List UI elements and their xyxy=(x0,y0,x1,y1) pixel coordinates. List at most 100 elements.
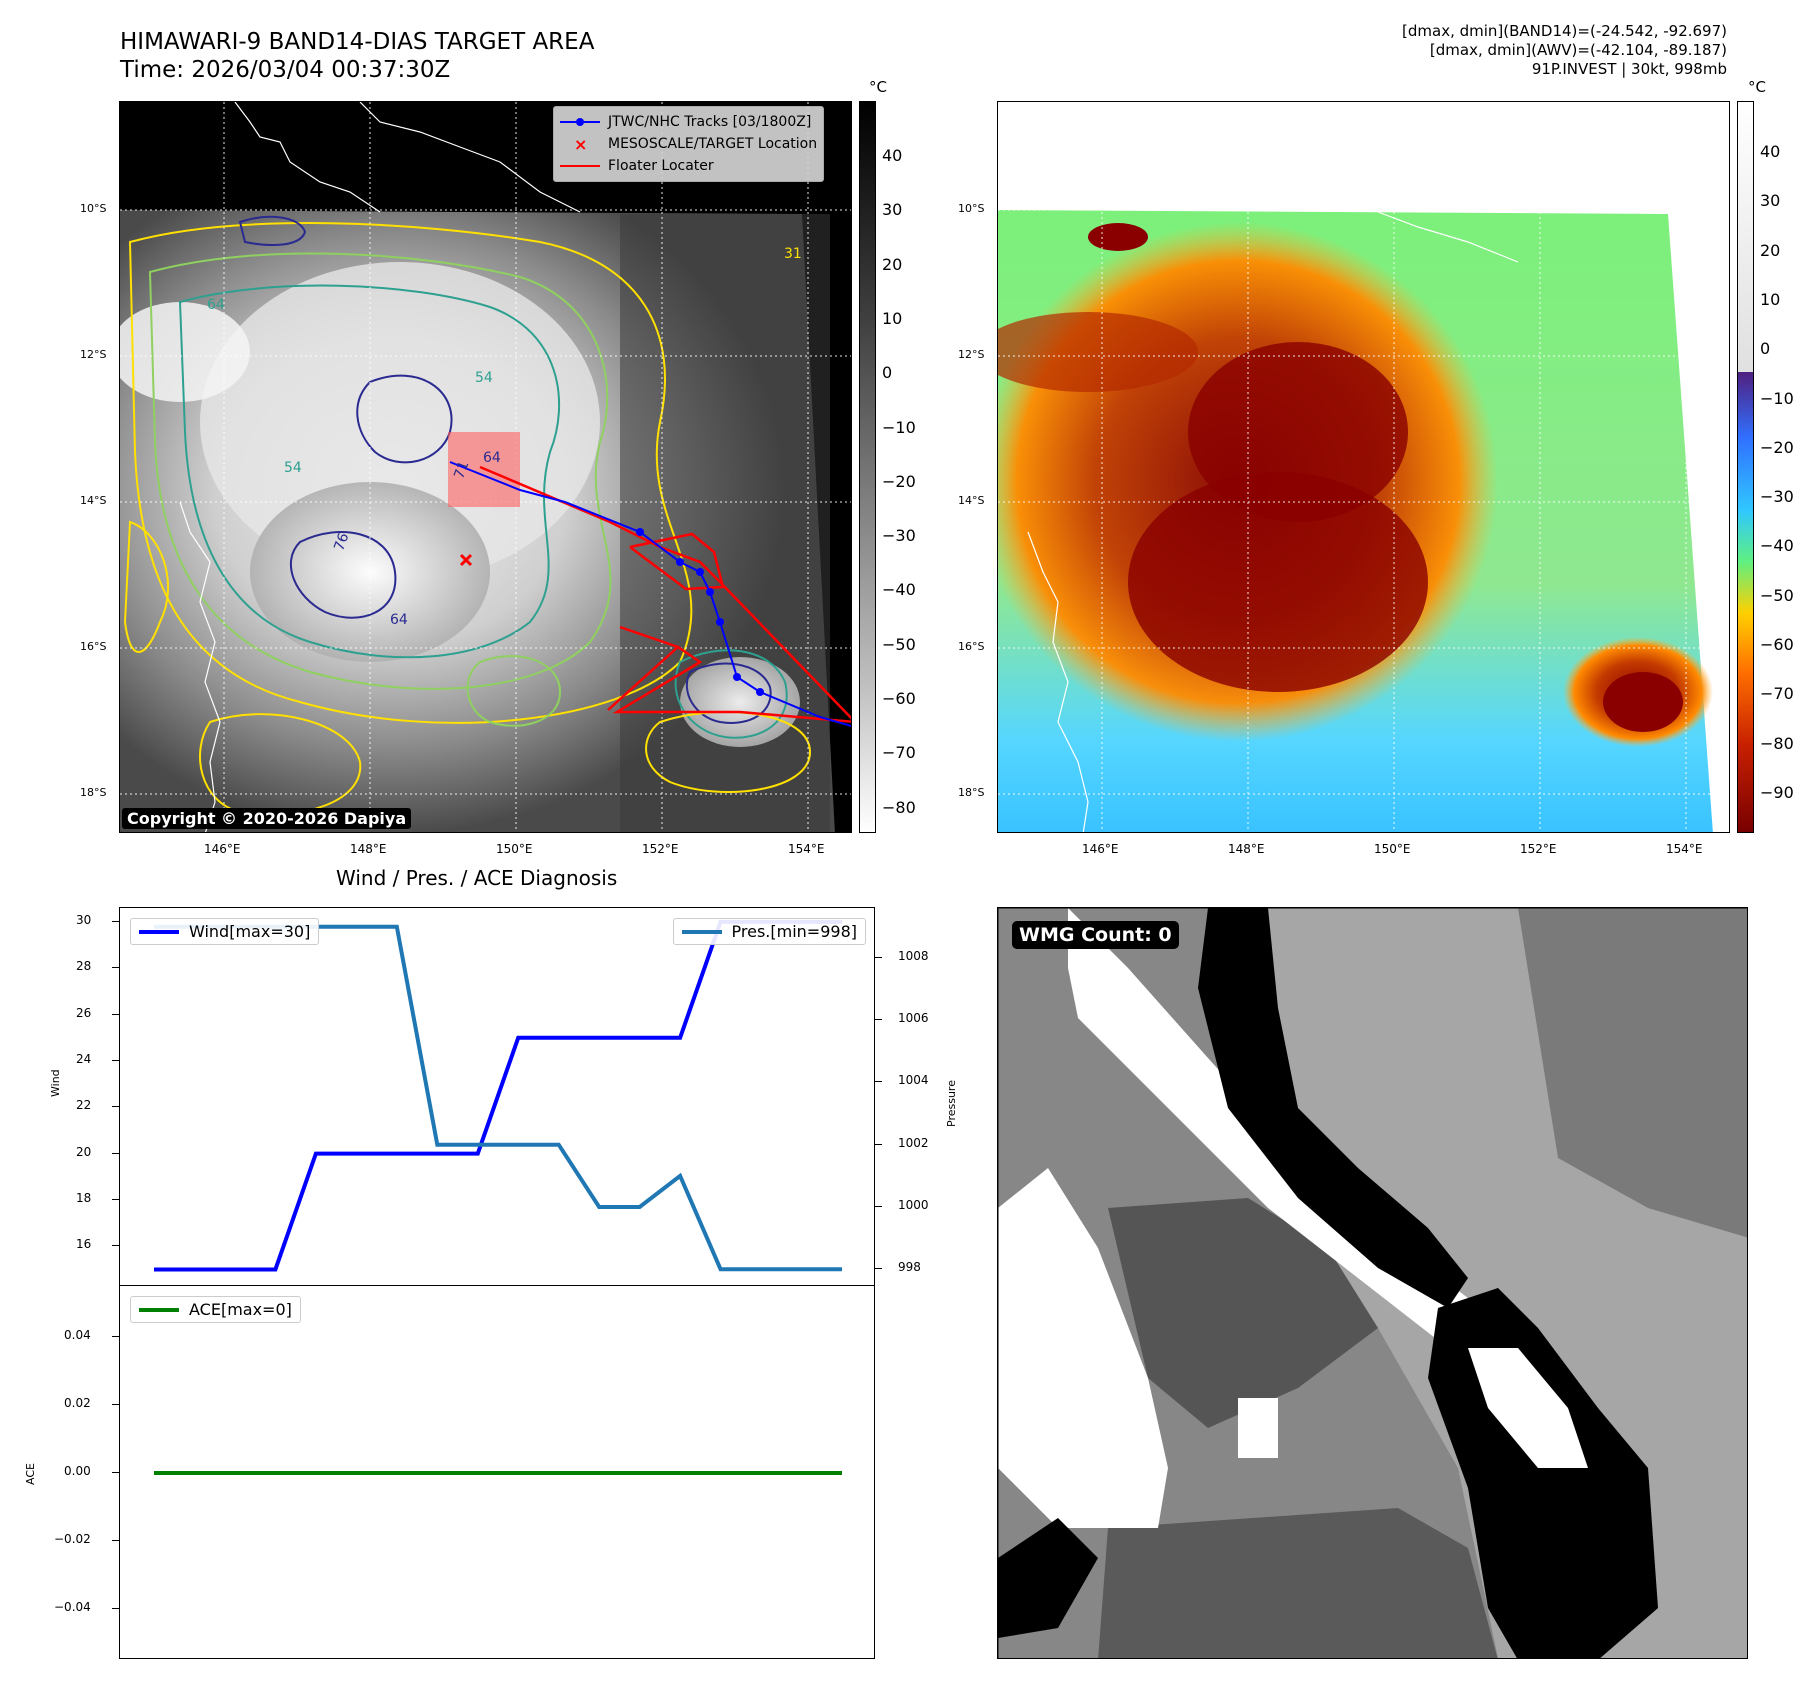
wind-tick-label: 24 xyxy=(76,1051,92,1066)
pressure-tick-mark xyxy=(875,956,882,958)
pressure-tick-mark xyxy=(875,1268,882,1270)
lon-label: 154°E xyxy=(788,842,825,856)
colorbar-tick: 10 xyxy=(1760,289,1781,309)
colorbar-tick: −50 xyxy=(1760,585,1794,605)
colorbar-tick: −20 xyxy=(1760,437,1794,457)
ir-colorbar xyxy=(859,101,876,833)
ace-tick-mark xyxy=(112,1472,119,1473)
legend-target: × MESOSCALE/TARGET Location xyxy=(574,135,818,154)
colorbar-tick: −10 xyxy=(882,417,916,437)
pressure-tick-label: 1008 xyxy=(898,948,929,963)
contour-label: 64 xyxy=(390,612,408,628)
ace-tick-mark xyxy=(112,1336,119,1337)
wind-tick-mark xyxy=(112,1106,119,1108)
info-block: [dmax, dmin](BAND14)=(-24.542, -92.697) … xyxy=(1402,22,1727,79)
ace-plot: ACE[max=0] xyxy=(119,1285,875,1659)
contour-label: 64 xyxy=(483,450,501,466)
lat-label: 14°S xyxy=(80,494,107,507)
lat-label: 12°S xyxy=(80,348,107,361)
title-line-2: Time: 2026/03/04 00:37:30Z xyxy=(120,57,451,83)
colorbar-tick: 40 xyxy=(882,146,903,165)
ace-tick-mark xyxy=(112,1404,119,1405)
pressure-tick-label: 1002 xyxy=(898,1135,929,1150)
pressure-legend: Pres.[min=998] xyxy=(672,918,866,945)
wind-tick-label: 26 xyxy=(76,1005,92,1020)
lon-label: 154°E xyxy=(1666,842,1703,856)
contour-label: 54 xyxy=(284,460,302,476)
colorbar-tick: −30 xyxy=(882,526,916,546)
lon-label: 152°E xyxy=(642,842,679,856)
lon-label: 146°E xyxy=(204,842,241,856)
colorbar-tick: 30 xyxy=(1760,191,1781,211)
wind-axis-label: Wind xyxy=(49,1069,62,1097)
lon-label: 150°E xyxy=(1374,842,1411,856)
lat-label: 14°S xyxy=(958,494,985,507)
wind-tick-mark xyxy=(112,1198,119,1200)
ace-tick-label: 0.04 xyxy=(64,1328,91,1342)
ace-tick-label: −0.04 xyxy=(54,1600,91,1614)
ace-tick-label: 0.00 xyxy=(64,1464,91,1478)
wind-pressure-svg xyxy=(154,919,842,1272)
lon-label: 152°E xyxy=(1520,842,1557,856)
wind-tick-label: 16 xyxy=(76,1237,92,1252)
contour-label: 31 xyxy=(784,246,802,262)
lon-label: 148°E xyxy=(350,842,387,856)
legend-track: JTWC/NHC Tracks [03/1800Z] xyxy=(560,111,817,133)
lat-label: 18°S xyxy=(958,786,985,799)
lon-label: 148°E xyxy=(1228,842,1265,856)
colorbar-tick: −60 xyxy=(882,689,916,708)
info-line-1: [dmax, dmin](BAND14)=(-24.542, -92.697) xyxy=(1402,22,1727,40)
pressure-tick-mark xyxy=(875,1081,882,1083)
ace-tick-mark xyxy=(112,1608,119,1609)
wind-tick-mark xyxy=(112,1152,119,1154)
colorbar-tick: −40 xyxy=(882,580,916,600)
lat-label: 18°S xyxy=(80,786,107,799)
awv-colorbar-unit: °C xyxy=(1748,78,1766,96)
wind-tick-mark xyxy=(112,967,119,969)
lon-label: 146°E xyxy=(1082,842,1119,856)
wind-tick-label: 28 xyxy=(76,959,92,974)
colorbar-tick: 30 xyxy=(882,200,903,220)
colorbar-tick: −80 xyxy=(882,797,916,817)
info-line-3: 91P.INVEST | 30kt, 998mb xyxy=(1531,60,1727,78)
colorbar-tick: 20 xyxy=(882,254,903,274)
pressure-tick-mark xyxy=(875,1206,882,1208)
ir-colorbar-unit: °C xyxy=(869,78,887,96)
contour-label: 54 xyxy=(475,370,493,386)
colorbar-tick: 40 xyxy=(1760,142,1781,161)
ace-legend: ACE[max=0] xyxy=(130,1296,301,1323)
pressure-tick-label: 1004 xyxy=(898,1073,929,1088)
colorbar-tick: −70 xyxy=(1760,684,1794,704)
wind-tick-mark xyxy=(112,1013,119,1015)
wind-tick-label: 20 xyxy=(76,1144,92,1159)
colorbar-tick: −10 xyxy=(1760,388,1794,408)
wind-tick-mark xyxy=(112,1059,119,1061)
awv-colorbar xyxy=(1737,101,1754,833)
wmg-count-label: WMG Count: 0 xyxy=(1012,921,1179,949)
pressure-axis-label: Pressure xyxy=(945,1080,958,1127)
figure-title: HIMAWARI-9 BAND14-DIAS TARGET AREA Time:… xyxy=(120,28,594,84)
wind-tick-label: 22 xyxy=(76,1098,92,1113)
title-line-1: HIMAWARI-9 BAND14-DIAS TARGET AREA xyxy=(120,29,595,55)
ace-axis-label: ACE xyxy=(24,1463,37,1485)
awv-map-panel xyxy=(997,101,1730,833)
legend-floater: Floater Locater xyxy=(560,155,817,177)
ir-map-panel: 64 54 64 76 64 71 54 31 JTWC/NHC Tracks … xyxy=(119,101,852,833)
info-line-2: [dmax, dmin](AWV)=(-42.104, -89.187) xyxy=(1429,41,1727,59)
colorbar-tick: −90 xyxy=(1760,782,1794,802)
colorbar-tick: −20 xyxy=(882,471,916,491)
colorbar-tick: −50 xyxy=(882,634,916,654)
diagnosis-title: Wind / Pres. / ACE Diagnosis xyxy=(336,866,618,890)
ace-tick-mark xyxy=(112,1540,119,1541)
contour-label: 64 xyxy=(207,297,225,313)
lat-label: 12°S xyxy=(958,348,985,361)
colorbar-tick: −70 xyxy=(882,743,916,763)
colorbar-tick: −80 xyxy=(1760,733,1794,753)
wmg-panel: WMG Count: 0 xyxy=(997,907,1748,1659)
lon-label: 150°E xyxy=(496,842,533,856)
pressure-tick-label: 1006 xyxy=(898,1011,929,1026)
wind-series-line xyxy=(154,919,842,1272)
lat-label: 16°S xyxy=(80,640,107,653)
pressure-tick-mark xyxy=(875,1019,882,1021)
ace-tick-label: 0.02 xyxy=(64,1396,91,1410)
